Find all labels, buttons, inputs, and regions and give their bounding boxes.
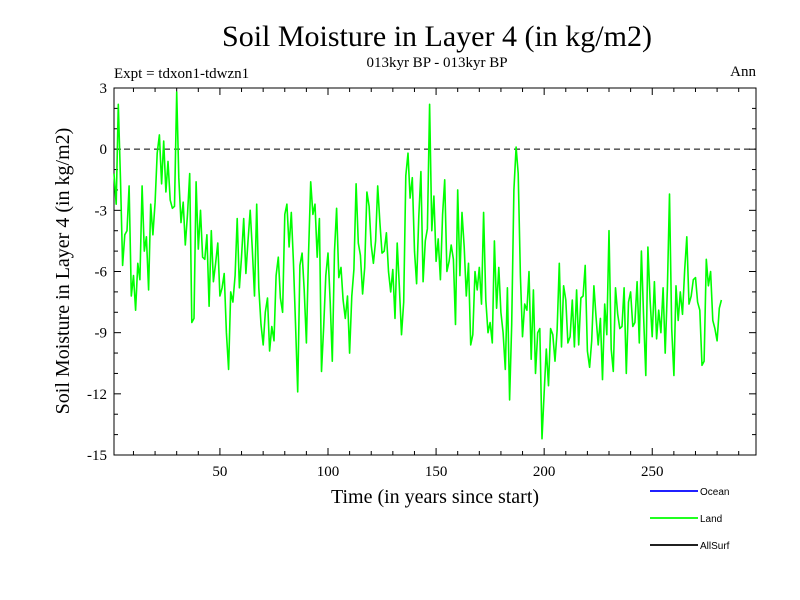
series-line-land: [113, 91, 723, 440]
y-tick-label: 3: [100, 81, 108, 97]
chart-subtitle: 013kyr BP - 013kyr BP: [366, 55, 507, 71]
y-axis: 3 0 -3 -6 -9 -12 -15: [87, 81, 756, 464]
y-tick-label: -3: [95, 203, 108, 219]
y-tick-label: -9: [95, 326, 108, 342]
x-tick-label: 50: [212, 464, 227, 480]
x-tick-label: 200: [533, 464, 556, 480]
legend: Ocean Land AllSurf: [650, 487, 730, 552]
y-tick-label: -6: [95, 265, 108, 281]
x-tick-label: 100: [317, 464, 340, 480]
experiment-label: Expt = tdxon1-tdwzn1: [114, 66, 249, 82]
y-axis-label: Soil Moisture in Layer 4 (in kg/m2): [52, 128, 74, 415]
x-axis-label: Time (in years since start): [331, 486, 539, 508]
y-tick-label: -15: [87, 448, 107, 464]
series-lines: [113, 91, 723, 440]
x-tick-label: 250: [641, 464, 664, 480]
legend-label-ocean: Ocean: [700, 487, 729, 498]
x-tick-label: 150: [425, 464, 448, 480]
chart-title: Soil Moisture in Layer 4 (in kg/m2): [222, 20, 652, 53]
y-tick-label: 0: [100, 142, 108, 158]
period-label: Ann: [730, 64, 756, 80]
legend-label-land: Land: [700, 514, 722, 525]
x-axis: 50 100 150 200 250: [132, 88, 740, 480]
y-tick-label: -12: [87, 387, 107, 403]
legend-label-allsurf: AllSurf: [700, 541, 730, 552]
